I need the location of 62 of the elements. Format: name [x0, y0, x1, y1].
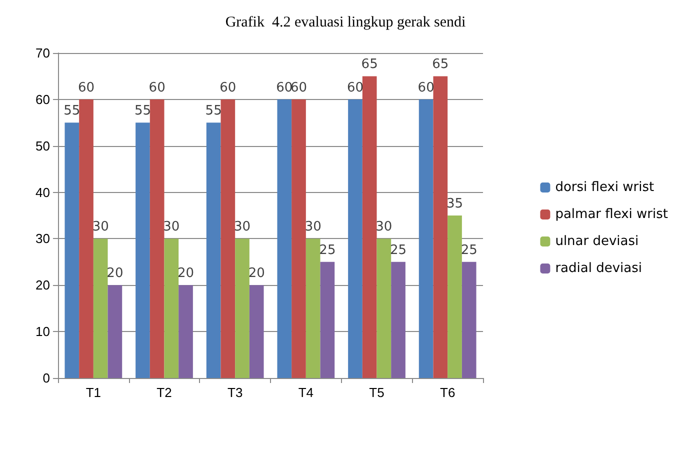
- bar: [376, 238, 392, 378]
- data-label: 65: [432, 57, 449, 72]
- data-label: 60: [220, 80, 236, 96]
- y-tick-label: 30: [36, 231, 50, 246]
- bar: [249, 285, 264, 378]
- x-tick-label: T3: [227, 385, 243, 400]
- data-label: 60: [78, 80, 95, 96]
- data-label: 65: [361, 57, 378, 72]
- bar: [178, 285, 193, 378]
- data-label: 30: [376, 220, 392, 235]
- y-tick-label: 0: [42, 370, 50, 386]
- data-label: 30: [163, 220, 180, 235]
- legend-label: dorsi flexi wrist: [555, 180, 654, 195]
- y-tick-label: 10: [36, 324, 50, 340]
- bar: [93, 238, 108, 378]
- x-tick-label: T1: [86, 385, 102, 400]
- data-label: 20: [177, 266, 194, 282]
- data-label: 60: [276, 80, 293, 96]
- bar: [150, 99, 164, 378]
- y-tick-label: 50: [36, 138, 50, 154]
- x-tick-label: T4: [298, 385, 314, 400]
- x-tick-label: T6: [440, 385, 456, 400]
- bar: [418, 99, 434, 378]
- data-label: 55: [64, 104, 80, 119]
- bar: [164, 238, 179, 378]
- bar: [108, 285, 122, 378]
- data-label: 55: [205, 104, 222, 119]
- data-label: 30: [234, 220, 251, 235]
- bar: [64, 122, 80, 378]
- data-label: 25: [390, 242, 407, 258]
- data-label: 55: [134, 104, 152, 119]
- x-tick-label: T2: [156, 385, 172, 400]
- bar: [391, 262, 406, 378]
- bar: [292, 99, 306, 378]
- bar: [462, 262, 476, 378]
- bar: [136, 122, 150, 378]
- data-label: 25: [319, 242, 336, 258]
- data-label: 60: [148, 80, 166, 96]
- data-label: 60: [290, 80, 308, 96]
- bar: [348, 99, 362, 378]
- bar: [277, 99, 292, 378]
- bar: [433, 76, 448, 378]
- data-label: 60: [418, 80, 434, 96]
- x-tick-label: T5: [369, 385, 384, 400]
- bar: [79, 99, 94, 378]
- y-tick-label: 70: [36, 46, 50, 60]
- chart-title: Grafik 4.2 evaluasi lingkup gerak sendi: [225, 14, 466, 30]
- bar: [306, 238, 320, 378]
- legend-label: radial deviasi: [555, 261, 642, 276]
- bar: [235, 238, 250, 378]
- legend-label: ulnar deviasi: [555, 234, 639, 249]
- y-tick-label: 40: [36, 184, 50, 200]
- y-tick-label: 20: [36, 278, 50, 293]
- y-tick-label: 60: [36, 92, 50, 107]
- bar: [206, 122, 221, 378]
- bar: [220, 99, 236, 378]
- bar: [362, 76, 377, 378]
- data-label: 20: [106, 266, 124, 282]
- data-label: 35: [446, 196, 464, 212]
- legend-label: palmar flexi wrist: [555, 207, 668, 222]
- bar: [448, 216, 462, 378]
- bar: [320, 262, 335, 378]
